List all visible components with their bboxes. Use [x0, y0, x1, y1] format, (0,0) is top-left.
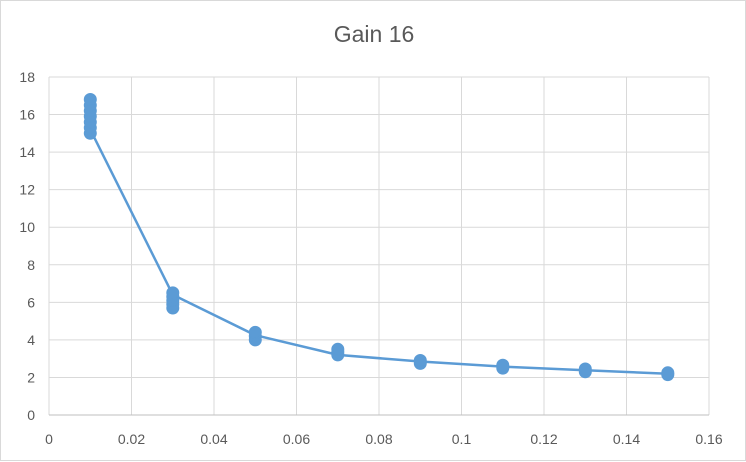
- tick-labels: 0 2 4 6 8 10 12 14 16 18 0 0.02 0.04 0.06 0.08 0.1 0.12 0…: [19, 69, 722, 447]
- data-point: [661, 366, 675, 380]
- y-tick-label: 4: [27, 332, 35, 348]
- trend-line: [89, 129, 668, 375]
- data-point: [578, 362, 592, 376]
- y-tick-label: 0: [27, 407, 35, 423]
- data-point: [166, 286, 180, 300]
- x-tick-label: 0.1: [452, 431, 472, 447]
- y-tick-label: 2: [27, 369, 35, 385]
- data-point: [248, 325, 262, 339]
- data-points: [83, 93, 675, 382]
- chart-title: Gain 16: [333, 21, 415, 47]
- grid: [48, 76, 710, 415]
- data-point: [83, 93, 97, 106]
- x-tick-label: 0.14: [613, 431, 640, 447]
- series-line: [89, 129, 668, 375]
- y-tick-label: 10: [19, 219, 35, 235]
- x-tick-label: 0.12: [530, 431, 557, 447]
- x-tick-label: 0.02: [118, 431, 145, 447]
- x-tick-label: 0.16: [695, 431, 722, 447]
- data-point: [331, 342, 345, 356]
- y-tick-label: 6: [27, 294, 35, 310]
- x-tick-label: 0.04: [200, 431, 227, 447]
- x-tick-label: 0: [45, 431, 53, 447]
- x-tick-label: 0.08: [365, 431, 392, 447]
- y-tick-label: 12: [19, 182, 35, 198]
- x-tick-label: 0.06: [283, 431, 310, 447]
- data-point: [496, 358, 510, 372]
- y-tick-label: 8: [27, 257, 35, 273]
- data-point: [413, 354, 427, 367]
- y-tick-label: 14: [19, 144, 35, 160]
- y-tick-label: 18: [19, 69, 35, 85]
- y-tick-label: 16: [19, 107, 35, 123]
